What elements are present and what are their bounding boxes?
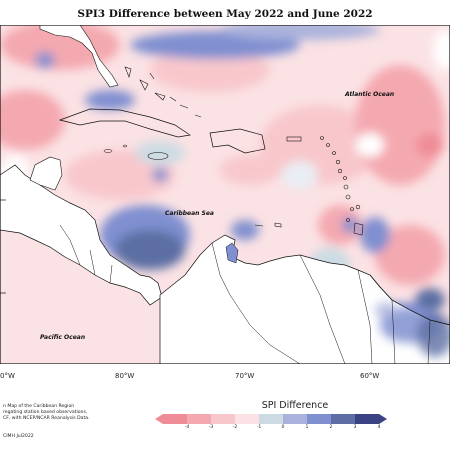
cuba-island	[58, 108, 191, 138]
blue-patch	[433, 30, 450, 70]
legend-swatch	[211, 414, 235, 424]
south-america-border	[369, 274, 450, 326]
note-line-1: n Map of the Caribbean Region	[3, 404, 75, 409]
legend-swatch	[235, 414, 259, 424]
puerto-rico-island	[286, 136, 302, 142]
blue-patch	[85, 90, 135, 110]
credit-text: CIMH Jul2022	[3, 434, 34, 439]
cayman-islands	[103, 144, 128, 153]
central-america-land	[0, 164, 163, 306]
legend-tick-label: 2	[329, 425, 333, 430]
blue-patch	[415, 288, 445, 312]
legend-title: SPI Difference	[261, 400, 329, 411]
legend-arrow-right	[379, 414, 387, 424]
lake-maracaibo	[225, 242, 239, 264]
legend-colorbar	[155, 414, 387, 424]
jamaica-island	[147, 152, 169, 160]
longitude-label-90w: 0°W	[0, 372, 15, 380]
legend-tick-label: -3	[208, 425, 214, 430]
pink-patch	[375, 225, 445, 285]
lesser-antilles	[254, 136, 364, 236]
blue-patch	[360, 217, 390, 253]
legend-tick-label: -2	[232, 425, 238, 430]
map-title: SPI3 Difference between May 2022 and Jun…	[77, 8, 373, 20]
legend-tick-label: 0	[281, 425, 285, 430]
pacific-ocean-label: Pacific Ocean	[40, 334, 86, 341]
legend-swatch	[307, 414, 331, 424]
note-line-2: regating station based observations,	[3, 410, 88, 415]
legend-swatch	[283, 414, 307, 424]
blue-patch	[152, 168, 168, 182]
blue-patch	[35, 52, 55, 68]
coastal-anomaly	[375, 302, 450, 357]
atlantic-ocean-label: Atlantic Ocean	[345, 91, 395, 98]
country-borders	[59, 224, 431, 364]
caribbean-sea-label: Caribbean Sea	[165, 210, 214, 217]
yucatan-land	[29, 156, 63, 191]
legend-swatch	[355, 414, 379, 424]
pink-patch	[416, 133, 444, 157]
pink-patch	[0, 25, 120, 70]
note-line-3: CF, with NCEP/NCAR Reanalysis Data.	[3, 416, 90, 421]
legend-tick-label: -1	[256, 425, 262, 430]
legend-tick-label: 3	[353, 425, 357, 430]
longitude-label-80w: 80°W	[115, 372, 135, 380]
blue-patch	[135, 141, 185, 165]
legend-swatch	[259, 414, 283, 424]
legend-tick-label: -4	[184, 425, 190, 430]
pink-patch	[355, 65, 445, 185]
legend-tick-label: 1	[305, 425, 309, 430]
blue-patch	[115, 230, 185, 270]
blue-patch	[282, 161, 318, 189]
hispaniola-island	[209, 128, 266, 154]
longitude-label-70w: 70°W	[235, 372, 255, 380]
blue-patch	[356, 133, 384, 157]
pink-patch	[150, 48, 270, 92]
pink-patch	[0, 90, 65, 150]
legend-swatch	[163, 414, 187, 424]
blue-patch	[231, 220, 259, 240]
florida-land	[39, 25, 119, 88]
longitude-label-60w: 60°W	[360, 372, 380, 380]
spi-map	[0, 25, 450, 364]
pink-patch	[318, 205, 362, 245]
legend-swatch	[331, 414, 355, 424]
pink-patch	[220, 155, 280, 185]
blue-patch	[220, 25, 380, 40]
bahamas-islands	[124, 66, 202, 118]
blue-patch	[342, 217, 358, 233]
legend-tick-label: 4	[377, 425, 381, 430]
legend-arrow-left	[155, 414, 163, 424]
legend-swatch	[187, 414, 211, 424]
